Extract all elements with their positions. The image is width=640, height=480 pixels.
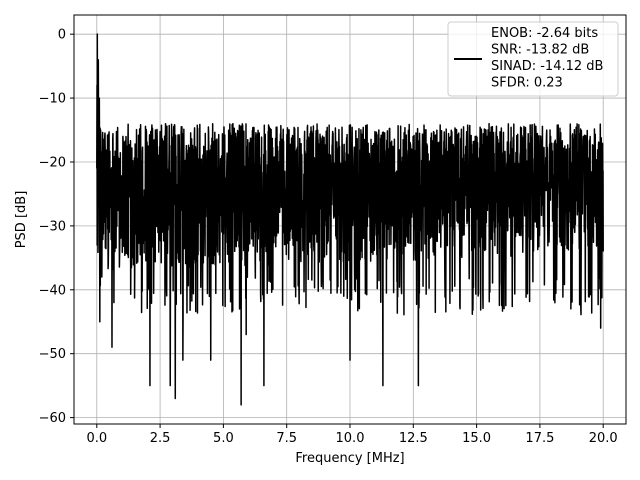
series-layer <box>96 33 604 406</box>
x-tick-label: 0.0 <box>86 431 107 446</box>
y-tick-label: −10 <box>39 92 66 107</box>
legend-sinad: SINAD: -14.12 dB <box>491 59 603 74</box>
legend-box <box>447 21 619 97</box>
x-axis: 0.0 2.5 5.0 7.5 10.0 12.5 15.0 17.5 20.0 <box>86 424 618 446</box>
x-tick-label: 10.0 <box>336 431 365 446</box>
y-tick-label: −30 <box>39 219 66 234</box>
y-tick-label: −60 <box>39 411 66 426</box>
y-tick-label: 0 <box>58 28 66 43</box>
y-axis-label: PSD [dB] <box>14 191 29 249</box>
y-tick-label: −20 <box>39 155 66 170</box>
x-tick-label: 15.0 <box>462 431 491 446</box>
x-axis-label: Frequency [MHz] <box>295 451 404 466</box>
x-tick-label: 17.5 <box>525 431 554 446</box>
x-tick-label: 2.5 <box>150 431 171 446</box>
legend-enob: ENOB: -2.64 bits <box>491 26 598 41</box>
x-tick-label: 12.5 <box>399 431 428 446</box>
legend-snr: SNR: -13.82 dB <box>491 43 589 58</box>
y-axis: 0 −10 −20 −30 −40 −50 −60 <box>39 28 74 426</box>
legend: ENOB: -2.64 bits SNR: -13.82 dB SINAD: -… <box>447 21 619 97</box>
x-tick-label: 20.0 <box>589 431 618 446</box>
legend-sfdr: SFDR: 0.23 <box>491 76 563 91</box>
x-tick-label: 7.5 <box>276 431 297 446</box>
y-tick-label: −50 <box>39 347 66 362</box>
x-tick-label: 5.0 <box>213 431 234 446</box>
psd-series-line <box>96 33 604 406</box>
y-tick-label: −40 <box>39 283 66 298</box>
